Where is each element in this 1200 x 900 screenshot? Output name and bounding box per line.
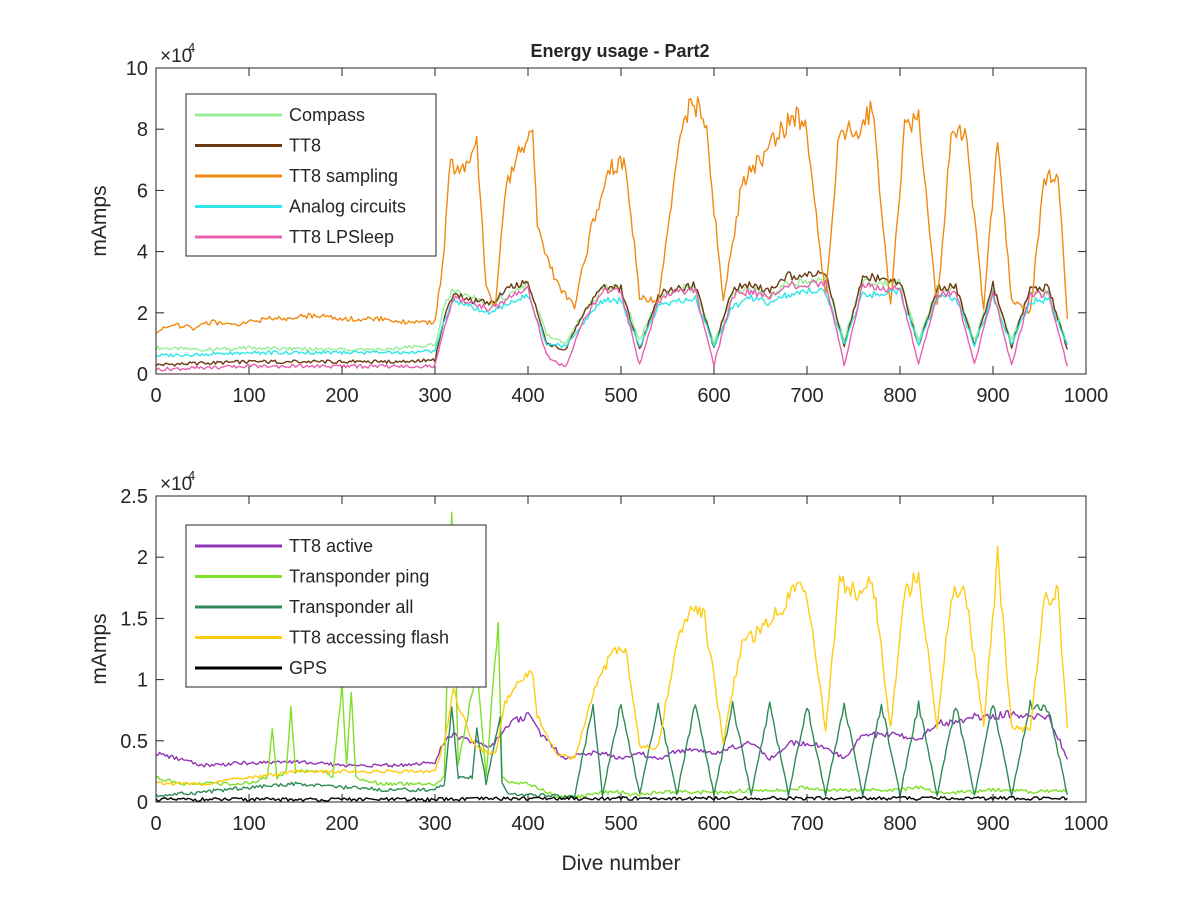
x-tick-label: 300 [418,385,451,407]
legend: TT8 active Transponder ping Transponder al… [185,524,487,688]
x-tick-label: 600 [697,385,730,407]
y-exponent-base: ×10 [160,46,192,67]
legend-label: TT8 accessing flash [289,628,449,648]
series-line-tt8-active [156,709,1069,768]
x-tick-label: 300 [418,813,451,835]
legend-label: Compass [289,105,365,125]
y-axis-label: mAmps [88,613,111,684]
x-tick-label: 400 [511,813,544,835]
y-tick-label: 1.5 [120,608,148,630]
legend-label: GPS [289,658,327,678]
x-tick-label: 0 [150,385,161,407]
x-tick-label: 1000 [1064,385,1109,407]
x-tick-label: 100 [232,385,265,407]
x-tick-label: 200 [325,385,358,407]
x-tick-label: 700 [790,813,823,835]
x-tick-label: 800 [883,813,916,835]
y-exponent-power: 4 [188,40,195,55]
series-line-tt8-lpsleep [156,279,1069,372]
legend-label: TT8 active [289,536,373,556]
x-tick-label: 600 [697,813,730,835]
series-line-gps [156,795,1068,802]
x-tick-label: 100 [232,813,265,835]
top-panel: 0 100 200 300 400 500 600 700 800 900 1000 0 2 4 6 8 10 ×… [88,40,1108,407]
x-tick-label: 900 [976,813,1009,835]
x-tick-label: 500 [604,385,637,407]
series-lines [156,511,1069,802]
legend-label: TT8 [289,136,321,156]
legend-label: TT8 sampling [289,166,398,186]
x-tick-label: 900 [976,385,1009,407]
y-tick-label: 2 [137,303,148,325]
y-tick-label: 0 [137,364,148,386]
series-line-transponder-all [156,699,1069,799]
series-line-tt8-sampling [156,96,1069,334]
y-tick-label: 4 [137,242,148,264]
legend-label: Transponder ping [289,567,429,587]
series-lines [156,96,1069,372]
y-tick-label: 10 [126,58,148,80]
x-tick-label: 500 [604,813,637,835]
x-tick-label: 0 [150,813,161,835]
bottom-panel: 0 100 200 300 400 500 600 700 800 900 1000 0 0.5 1 1.5… [88,468,1108,875]
legend-label: Transponder all [289,597,413,617]
x-tick-label: 400 [511,385,544,407]
y-exponent-base: ×10 [160,474,192,495]
figure-title: Energy usage - Part2 [530,41,709,61]
y-exponent-power: 4 [188,468,195,483]
series-line-tt8-accessing-flash [156,545,1069,787]
x-tick-label: 700 [790,385,823,407]
y-tick-label: 2.5 [120,486,148,508]
y-tick-label: 1 [137,670,148,692]
series-line-analog-circuits [156,287,1069,358]
y-tick-label: 0.5 [120,731,148,753]
legend-label: Analog circuits [289,197,406,217]
legend: Compass TT8 TT8 sampling Analog circuits TT8… [185,93,437,257]
y-tick-label: 6 [137,180,148,202]
y-tick-label: 0 [137,792,148,814]
x-tick-label: 800 [883,385,916,407]
x-axis-label: Dive number [561,852,680,875]
y-tick-label: 2 [137,547,148,569]
x-tick-label: 200 [325,813,358,835]
x-tick-label: 1000 [1064,813,1109,835]
series-line-compass [156,275,1069,352]
y-tick-label: 8 [137,119,148,141]
y-axis-label: mAmps [88,185,111,256]
legend-label: TT8 LPSleep [289,227,394,247]
